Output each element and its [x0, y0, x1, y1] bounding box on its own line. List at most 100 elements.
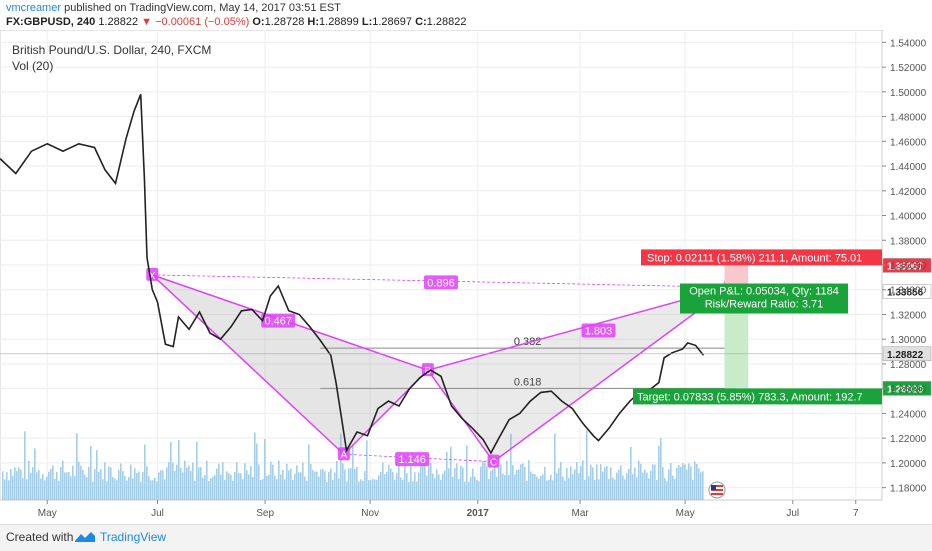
volume-bar — [12, 475, 14, 500]
volume-bar — [144, 444, 146, 500]
volume-bar — [62, 460, 64, 500]
author-link[interactable]: vmcreamer — [6, 2, 62, 14]
volume-bar — [646, 472, 648, 500]
volume-bar — [92, 481, 94, 500]
volume-bar — [134, 468, 136, 500]
volume-bar — [480, 466, 482, 500]
volume-bar — [252, 476, 254, 500]
volume-bar — [152, 480, 154, 500]
volume-bar — [172, 462, 174, 500]
volume-bar — [492, 469, 494, 500]
volume-bar — [460, 465, 462, 500]
tradingview-link[interactable]: TradingView — [100, 530, 167, 544]
volume-bar — [562, 476, 564, 500]
volume-bar — [506, 461, 508, 500]
volume-bar — [610, 467, 612, 500]
volume-bar — [156, 481, 158, 500]
volume-bar — [612, 477, 614, 500]
volume-bar — [606, 465, 608, 500]
volume-bar — [214, 475, 216, 500]
y-tick-label: 1.32000 — [890, 310, 927, 321]
volume-bar — [154, 477, 156, 500]
time-axis[interactable]: May Jul Sep Nov 2017 Mar May Jul 7 — [38, 500, 859, 519]
volume-bar — [372, 478, 374, 500]
volume-bar — [82, 469, 84, 500]
volume-bar — [408, 481, 410, 500]
volume-bar — [476, 479, 478, 500]
volume-bar — [46, 476, 48, 500]
volume-bar — [412, 481, 414, 500]
volume-bar — [538, 478, 540, 500]
volume-bar — [608, 479, 610, 500]
position-tool[interactable]: Stop: 0.02111 (1.58%) 211.1, Amount: 75.… — [0, 249, 932, 405]
volume-bar — [302, 462, 304, 500]
volume-bar — [260, 480, 262, 500]
volume-bar — [186, 467, 188, 500]
price-tag — [882, 284, 932, 299]
price-series — [0, 94, 705, 455]
volume-bar — [236, 462, 238, 500]
x-tick-label: Sep — [256, 508, 274, 519]
volume-bar — [280, 474, 282, 500]
volume-bar — [158, 472, 160, 500]
volume-bar — [576, 462, 578, 500]
volume-bar — [336, 460, 338, 500]
price-tag-label: 1.28822 — [887, 350, 924, 361]
volume-bar — [176, 464, 178, 500]
volume-indicator-label: Vol (20) — [12, 59, 53, 73]
volume-bar — [270, 461, 272, 500]
volume-bar — [616, 472, 618, 500]
volume-bar — [552, 480, 554, 500]
volume-bar — [226, 471, 228, 500]
volume-bar — [596, 464, 598, 500]
volume-bar — [666, 481, 668, 500]
volume-bar — [692, 479, 694, 500]
volume-bar — [316, 471, 318, 500]
volume-bar — [124, 475, 126, 500]
volume-bar — [74, 476, 76, 500]
volume-bar — [384, 474, 386, 500]
volume-bar — [544, 466, 546, 500]
ratio-badge — [424, 275, 458, 290]
volume-bar — [208, 481, 210, 500]
flag-icon[interactable] — [708, 481, 726, 499]
volume-bar — [276, 479, 278, 500]
volume-bar — [620, 465, 622, 500]
volume-bar — [78, 461, 80, 500]
volume-bar — [638, 460, 640, 500]
volume-bar — [468, 481, 470, 500]
volume-bar — [264, 439, 266, 500]
volume-bar — [194, 480, 196, 500]
volume-bar — [250, 465, 252, 500]
volume-bar — [340, 433, 342, 500]
price-axis[interactable]: 1.18000 1.20000 1.22000 1.24000 1.26000 1.280… — [882, 38, 927, 495]
volume-bar — [68, 472, 70, 500]
volume-bar — [222, 462, 224, 500]
volume-bar — [406, 473, 408, 500]
volume-bar — [370, 480, 372, 500]
volume-bar — [332, 480, 334, 500]
volume-bar — [206, 460, 208, 500]
published-text: published on TradingView.com, May 14, 20… — [64, 2, 341, 14]
volume-bar — [56, 472, 58, 500]
volume-bar — [426, 475, 428, 500]
pattern-point-marker — [487, 454, 500, 468]
pattern-point-label: C — [490, 458, 497, 469]
volume-bar — [698, 468, 700, 500]
volume-bar — [112, 476, 114, 500]
volume-bar — [374, 479, 376, 500]
price-tag-label: 1.26023 — [887, 384, 924, 395]
x-tick-label: Nov — [361, 508, 379, 519]
volume-bar — [348, 468, 350, 500]
price-tag-label: 1.35967 — [887, 261, 924, 272]
volume-bar — [328, 471, 330, 500]
x-tick-label: May — [676, 508, 695, 519]
y-tick-label: 1.18000 — [890, 484, 927, 495]
volume-bar — [306, 480, 308, 500]
volume-bar — [100, 469, 102, 500]
volume-bar — [388, 464, 390, 500]
volume-bar — [170, 441, 172, 500]
volume-bar — [64, 472, 66, 500]
